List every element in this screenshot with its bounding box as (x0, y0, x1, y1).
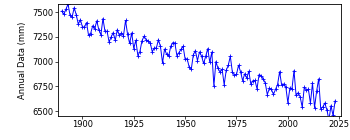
Y-axis label: Annual Data (mm): Annual Data (mm) (18, 22, 27, 99)
